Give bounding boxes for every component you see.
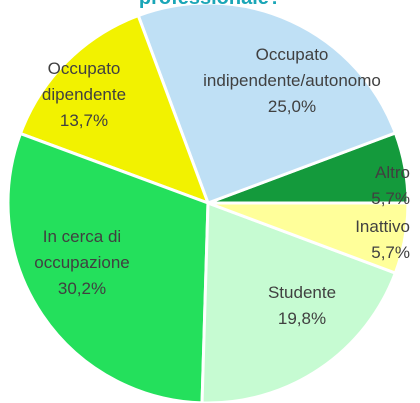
value-label: 25,0% [268,97,316,116]
pie-slice [18,13,211,206]
slice-label-line: Occupato [48,59,121,78]
slice-label: In cerca di occupazione [34,227,129,272]
value-label: 5,7% [371,243,410,262]
slice-label-line: Occupato [256,45,329,64]
slice-label: Altro [375,163,410,182]
slice-label-line: Altro [375,163,410,182]
pie-slice [200,200,398,403]
slice-label: Occupato indipendente/autonomo [203,45,381,90]
value-label: 13,7% [60,111,108,130]
pie-slice [6,131,210,403]
value-label: 5,7% [371,189,410,208]
slice-label-line: Studente [268,283,336,302]
slice-label: Inattivo [355,217,410,236]
pie-slice [207,201,410,275]
chart-title: professionale? [139,0,281,9]
slice-label-line: In cerca di [43,227,121,246]
slice-label-line: Inattivo [355,217,410,236]
slice-label-line: occupazione [34,253,129,272]
slice-label: Occupato dipendente [42,59,126,104]
slice-label: Studente [268,283,336,302]
slice-label-line: dipendente [42,85,126,104]
value-label: 30,2% [58,279,106,298]
slice-label-line: indipendente/autonomo [203,71,381,90]
pie-slice [136,1,398,205]
value-label: 19,8% [278,309,326,328]
